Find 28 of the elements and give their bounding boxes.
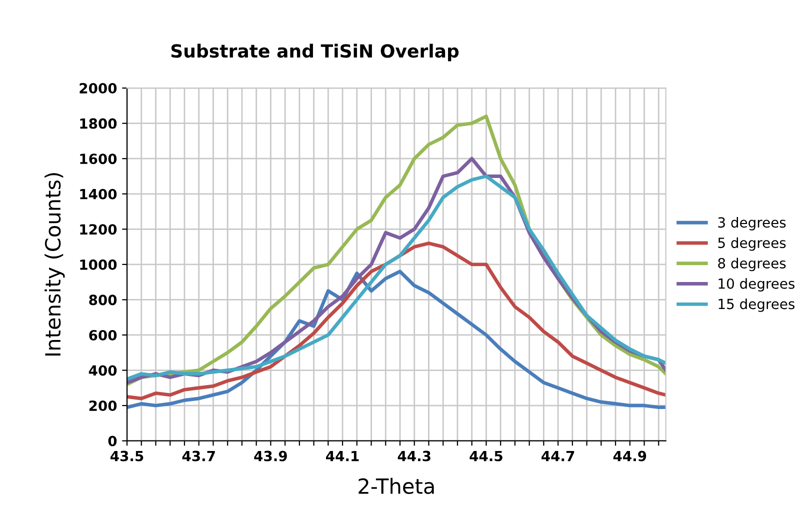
y-tick-label: 2000 [80, 83, 117, 94]
x-tick-label: 44.7 [542, 450, 574, 462]
x-tick-label: 44.3 [398, 450, 430, 462]
legend-label: 5 degrees [718, 237, 786, 251]
y-tick-label: 800 [89, 294, 117, 306]
x-tick-label: 44.1 [326, 450, 359, 462]
y-tick-label: 1800 [80, 118, 117, 129]
y-tick-label: 200 [89, 400, 117, 412]
x-axis-title: 2-Theta [358, 478, 434, 494]
line-series [127, 242, 666, 400]
x-tick-label: 44.9 [613, 450, 646, 462]
y-axis-title: Intensity (Counts) [44, 173, 65, 356]
legend-label: 8 degrees [718, 258, 786, 272]
x-tick-label: 43.7 [182, 450, 215, 462]
y-tick-label: 1400 [80, 188, 117, 200]
x-tick-label: 43.9 [254, 450, 287, 462]
y-tick-label: 1000 [80, 259, 117, 270]
y-tick-label: 400 [88, 365, 117, 376]
y-tick-label: 600 [89, 330, 117, 340]
legend-label: 3 degrees [718, 216, 786, 230]
x-tick-label: 43.5 [110, 450, 144, 462]
y-tick-label: 1200 [80, 224, 117, 235]
y-tick-label: 0 [108, 436, 117, 446]
y-tick-label: 1600 [80, 154, 117, 164]
legend-label: 15 degrees [718, 298, 795, 312]
x-tick-label: 44.5 [470, 450, 502, 462]
legend-label: 10 degrees [718, 278, 795, 292]
chart-title: Substrate and TiSiN Overlap [171, 44, 459, 62]
